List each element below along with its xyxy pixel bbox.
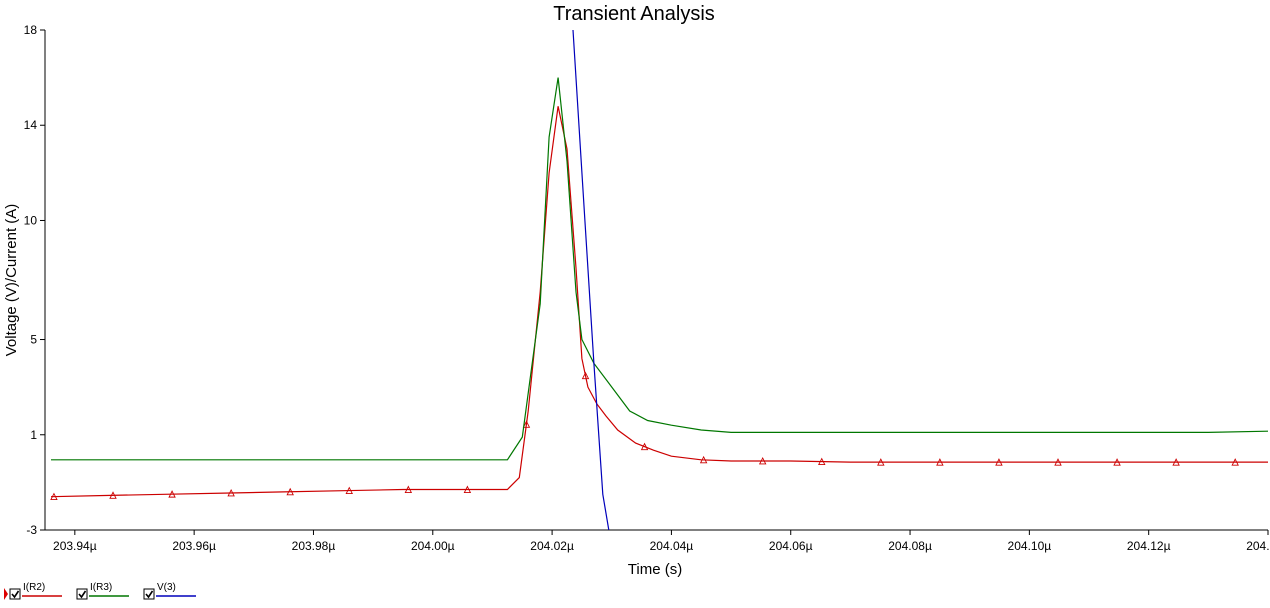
data-point-marker <box>463 485 472 493</box>
data-point-marker <box>522 420 531 428</box>
x-axis-label: Time (s) <box>628 561 682 578</box>
data-point-marker <box>286 487 294 496</box>
x-tick-label: 204.06µ <box>769 539 813 553</box>
y-tick-label: 10 <box>24 213 38 227</box>
legend[interactable]: I(R2) I(R3) V(3) <box>4 582 196 600</box>
series-line-i-r3 <box>51 77 1268 461</box>
data-point-marker <box>50 492 58 501</box>
x-ticks: 203.94µ 203.96µ 203.98µ 204.00µ 204.02µ 204.0… <box>53 530 1270 553</box>
legend-label: I(R3) <box>90 582 112 593</box>
data-point-marker <box>227 488 235 497</box>
legend-label: I(R2) <box>23 582 45 593</box>
data-point-marker <box>581 371 590 380</box>
data-point-marker <box>640 442 649 451</box>
legend-item-i-r2[interactable]: I(R2) <box>9 582 62 600</box>
y-tick-label: 1 <box>30 428 37 442</box>
y-tick-label: 14 <box>24 118 38 132</box>
check-icon <box>145 590 154 599</box>
data-point-marker <box>109 491 117 499</box>
y-tick-label: -3 <box>26 523 37 537</box>
legend-checkbox[interactable] <box>9 588 21 600</box>
data-point-marker <box>818 457 826 466</box>
data-point-marker <box>168 490 176 498</box>
chart-title: Transient Analysis <box>553 3 715 25</box>
y-ticks: -3 1 5 10 14 18 <box>24 23 45 537</box>
x-tick-label: 203.98µ <box>292 539 336 553</box>
x-tick-label: 204.04µ <box>650 539 694 553</box>
data-point-marker <box>877 458 885 466</box>
data-point-marker <box>936 458 944 466</box>
series-line-i-r2 <box>50 106 1268 498</box>
active-series-arrow-icon <box>4 588 8 600</box>
check-icon <box>78 590 87 599</box>
data-point-marker <box>699 455 708 464</box>
x-tick-label: 203.94µ <box>53 539 97 553</box>
x-tick-label: 204.00µ <box>411 539 455 553</box>
x-tick-label: 203.96µ <box>172 539 216 553</box>
legend-item-v-3[interactable]: V(3) <box>143 582 196 600</box>
x-tick-label: 204.08µ <box>888 539 932 553</box>
data-point-marker <box>1231 458 1239 466</box>
data-point-marker <box>1172 458 1180 466</box>
x-tick-label: 204.10µ <box>1008 539 1052 553</box>
series-line-v-3 <box>572 30 610 530</box>
data-point-marker <box>1054 458 1062 466</box>
legend-checkbox[interactable] <box>76 588 88 600</box>
legend-label: V(3) <box>157 582 176 593</box>
y-tick-label: 5 <box>30 333 37 347</box>
y-tick-label: 18 <box>24 23 38 37</box>
data-point-marker <box>995 458 1003 466</box>
data-point-marker <box>758 456 767 465</box>
data-point-marker <box>345 486 353 495</box>
x-tick-label: 204.14µ <box>1246 539 1270 553</box>
check-icon <box>11 590 20 599</box>
legend-checkbox[interactable] <box>143 588 155 600</box>
x-tick-label: 204.12µ <box>1127 539 1171 553</box>
data-point-marker <box>404 485 413 493</box>
x-tick-label: 204.02µ <box>530 539 574 553</box>
plot-area <box>50 30 1268 530</box>
data-point-marker <box>1113 458 1121 466</box>
y-axis-label: Voltage (V)/Current (A) <box>3 204 20 357</box>
legend-item-i-r3[interactable]: I(R3) <box>76 582 129 600</box>
